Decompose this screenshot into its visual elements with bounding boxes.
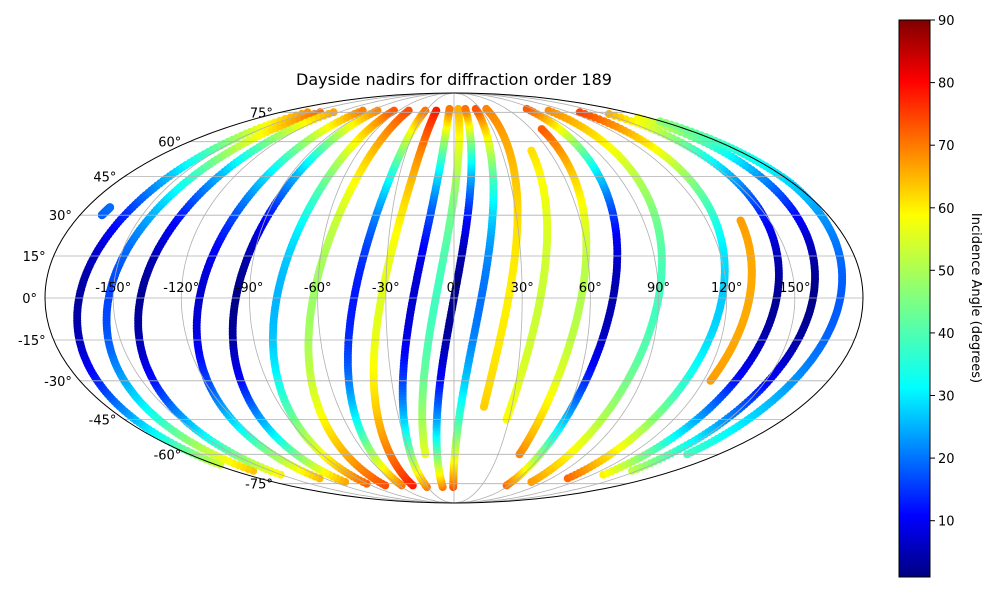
colorbar-tick-label: 60 (938, 202, 955, 217)
track-17 (502, 104, 622, 490)
nadir-point (461, 104, 470, 113)
colorbar-label: Incidence Angle (degrees) (968, 213, 983, 383)
nadir-point (106, 203, 115, 212)
lon-tick-label: 60° (579, 281, 602, 296)
nadir-point (432, 106, 441, 115)
colorbar-ticks: 10 20 30 40 50 60 70 80 90 (930, 14, 955, 530)
track-12 (432, 104, 476, 492)
track-4 (192, 106, 367, 483)
lon-tick-label: 120° (711, 281, 742, 296)
lat-tick-label: -15° (18, 334, 46, 349)
colorbar-tick-label: 10 (938, 515, 955, 530)
lon-tick-label: 90° (647, 281, 670, 296)
colorbar-tick-label: 90 (938, 14, 955, 29)
nadir-point (445, 104, 454, 113)
lat-tick-label: -75° (245, 478, 273, 493)
lon-tick-label: -120° (163, 281, 199, 296)
nadir-point (471, 104, 480, 113)
lon-tick-label: 30° (511, 281, 534, 296)
lat-tick-label: 75° (250, 106, 273, 121)
nadir-point (527, 146, 536, 155)
lon-tick-label: 150° (779, 281, 810, 296)
lat-tick-label: -60° (154, 448, 182, 463)
lat-tick-label: -30° (44, 375, 72, 390)
nadir-point (454, 104, 463, 113)
nadir-tracks (73, 104, 847, 492)
lat-tick-label: 0° (22, 292, 37, 307)
colorbar-tick-label: 30 (938, 390, 955, 405)
track-9 (369, 106, 441, 490)
lat-tick-label: 30° (49, 209, 72, 224)
colorbar (898, 19, 931, 578)
track-16 (515, 125, 591, 459)
track-7 (304, 106, 413, 490)
nadir-point (544, 106, 553, 115)
track-8 (343, 106, 430, 490)
colorbar-tick-label: 40 (938, 327, 955, 342)
lat-tick-label: -45° (89, 413, 117, 428)
nadir-point (605, 110, 613, 118)
nadir-point (736, 216, 745, 225)
nadir-point (404, 106, 413, 115)
lat-tick-label: 60° (158, 136, 181, 151)
track-0 (97, 203, 115, 220)
lon-tick-label: 0° (447, 281, 462, 296)
chart-title: Dayside nadirs for diffraction order 189 (296, 70, 612, 89)
lon-tick-label: -90° (236, 281, 264, 296)
lon-tick-label: -60° (304, 281, 332, 296)
track-5 (228, 106, 382, 486)
track-22 (628, 113, 819, 475)
nadir-point (390, 106, 398, 115)
colorbar-tick-label: 20 (938, 452, 955, 467)
colorbar-tick-label: 70 (938, 139, 955, 154)
nadir-point (537, 125, 546, 134)
track-13 (449, 104, 498, 492)
track-23 (656, 117, 847, 459)
nadir-point (482, 104, 491, 113)
track-19 (563, 108, 729, 483)
lat-tick-label: 45° (93, 171, 116, 186)
lon-tick-label: -30° (372, 281, 400, 296)
track-14 (479, 104, 522, 411)
colorbar-tick-label: 80 (938, 77, 955, 92)
lat-tick-label: 15° (23, 250, 46, 265)
colorbar-tick-label: 50 (938, 264, 955, 279)
lon-tick-label: -150° (95, 281, 131, 296)
